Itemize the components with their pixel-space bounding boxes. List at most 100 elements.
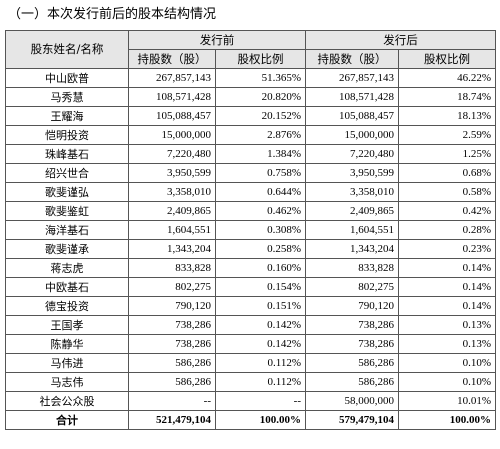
table-row: 中山欧普 267,857,143 51.365% 267,857,143 46.22% [5,68,496,88]
value-cell: 579,479,104 [305,410,399,430]
value-cell: 586,286 [305,353,399,373]
name-cell: 马秀慧 [5,87,129,107]
value-cell: 267,857,143 [128,68,216,88]
value-cell: 15,000,000 [128,125,216,145]
value-cell: 0.644% [215,182,306,202]
value-cell: 20.152% [215,106,306,126]
value-cell: 1,343,204 [128,239,216,259]
value-cell: 0.14% [398,258,496,278]
table-row: 恺明投资 15,000,000 2.876% 15,000,000 2.59% [5,125,496,145]
value-cell: 58,000,000 [305,391,399,411]
value-cell: 108,571,428 [128,87,216,107]
header-cell: 股东姓名/名称 [5,30,129,69]
name-cell: 王耀海 [5,106,129,126]
table-row: 德宝投资 790,120 0.151% 790,120 0.14% [5,296,496,316]
value-cell: 833,828 [128,258,216,278]
value-cell: 2,409,865 [128,201,216,221]
value-cell: 0.154% [215,277,306,297]
table-row: 绍兴世合 3,950,599 0.758% 3,950,599 0.68% [5,163,496,183]
value-cell: 0.10% [398,372,496,392]
value-cell: 0.58% [398,182,496,202]
value-cell: 738,286 [128,334,216,354]
value-cell: 0.151% [215,296,306,316]
value-cell: 0.13% [398,334,496,354]
name-cell: 歌斐谨承 [5,239,129,259]
value-cell: 1,343,204 [305,239,399,259]
header-cell: 发行前 [128,30,306,50]
value-cell: 267,857,143 [305,68,399,88]
value-cell: 0.160% [215,258,306,278]
value-cell: 0.462% [215,201,306,221]
name-cell: 蒋志虎 [5,258,129,278]
value-cell: 2.59% [398,125,496,145]
name-cell: 歌斐鉴虹 [5,201,129,221]
value-cell: 1.25% [398,144,496,164]
value-cell: 46.22% [398,68,496,88]
table-row: 陈静华 738,286 0.142% 738,286 0.13% [5,334,496,354]
value-cell: 3,358,010 [128,182,216,202]
name-cell: 马志伟 [5,372,129,392]
name-cell: 恺明投资 [5,125,129,145]
table-row: 海洋基石 1,604,551 0.308% 1,604,551 0.28% [5,220,496,240]
value-cell: -- [215,391,306,411]
value-cell: 521,479,104 [128,410,216,430]
value-cell: 1.384% [215,144,306,164]
name-cell: 海洋基石 [5,220,129,240]
value-cell: 738,286 [128,315,216,335]
value-cell: 51.365% [215,68,306,88]
value-cell: 18.74% [398,87,496,107]
header-cell: 股权比例 [215,49,306,69]
value-cell: 10.01% [398,391,496,411]
value-cell: 802,275 [128,277,216,297]
value-cell: 3,950,599 [305,163,399,183]
value-cell: 0.142% [215,315,306,335]
value-cell: 0.28% [398,220,496,240]
value-cell: 790,120 [128,296,216,316]
value-cell: -- [128,391,216,411]
value-cell: 0.68% [398,163,496,183]
header-cell: 持股数（股） [305,49,399,69]
value-cell: 0.14% [398,296,496,316]
value-cell: 0.258% [215,239,306,259]
header-cell: 股权比例 [398,49,496,69]
name-cell: 绍兴世合 [5,163,129,183]
table-row: 蒋志虎 833,828 0.160% 833,828 0.14% [5,258,496,278]
table-row: 王国孝 738,286 0.142% 738,286 0.13% [5,315,496,335]
table-row: 歌斐鉴虹 2,409,865 0.462% 2,409,865 0.42% [5,201,496,221]
header-cell: 持股数（股） [128,49,216,69]
name-cell: 王国孝 [5,315,129,335]
value-cell: 802,275 [305,277,399,297]
name-cell: 社会公众股 [5,391,129,411]
table-row: 合计 521,479,104 100.00% 579,479,104 100.00% [5,410,496,430]
name-cell: 马伟进 [5,353,129,373]
value-cell: 0.758% [215,163,306,183]
name-cell: 中欧基石 [5,277,129,297]
value-cell: 0.112% [215,353,306,373]
name-cell: 珠峰基石 [5,144,129,164]
value-cell: 1,604,551 [128,220,216,240]
value-cell: 1,604,551 [305,220,399,240]
value-cell: 0.142% [215,334,306,354]
table-row: 歌斐谨弘 3,358,010 0.644% 3,358,010 0.58% [5,182,496,202]
value-cell: 100.00% [215,410,306,430]
value-cell: 20.820% [215,87,306,107]
value-cell: 586,286 [128,372,216,392]
name-cell: 陈静华 [5,334,129,354]
table-row: 马志伟 586,286 0.112% 586,286 0.10% [5,372,496,392]
name-cell: 德宝投资 [5,296,129,316]
value-cell: 100.00% [398,410,496,430]
value-cell: 2.876% [215,125,306,145]
value-cell: 7,220,480 [305,144,399,164]
value-cell: 105,088,457 [305,106,399,126]
value-cell: 790,120 [305,296,399,316]
value-cell: 0.23% [398,239,496,259]
table-row: 王耀海 105,088,457 20.152% 105,088,457 18.13% [5,106,496,126]
value-cell: 833,828 [305,258,399,278]
name-cell: 合计 [5,410,129,430]
value-cell: 108,571,428 [305,87,399,107]
table-row: 中欧基石 802,275 0.154% 802,275 0.14% [5,277,496,297]
value-cell: 586,286 [305,372,399,392]
name-cell: 中山欧普 [5,68,129,88]
value-cell: 0.13% [398,315,496,335]
